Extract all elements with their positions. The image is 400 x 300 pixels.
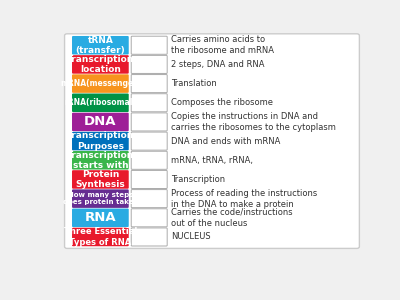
Text: Transcription
location: Transcription location <box>67 55 134 74</box>
Text: Transcription
Purposes: Transcription Purposes <box>67 131 134 151</box>
Text: mRNA, tRNA, rRNA,: mRNA, tRNA, rRNA, <box>171 156 253 165</box>
FancyBboxPatch shape <box>131 56 167 74</box>
FancyBboxPatch shape <box>72 170 129 189</box>
Text: DNA: DNA <box>84 116 117 128</box>
FancyBboxPatch shape <box>64 34 359 248</box>
FancyBboxPatch shape <box>72 74 129 93</box>
FancyBboxPatch shape <box>131 132 167 150</box>
FancyBboxPatch shape <box>72 36 129 55</box>
FancyBboxPatch shape <box>72 189 129 208</box>
FancyBboxPatch shape <box>131 209 167 227</box>
Text: How many steps
does protein take?: How many steps does protein take? <box>63 192 138 205</box>
FancyBboxPatch shape <box>131 151 167 169</box>
Text: rRNA(ribosomal): rRNA(ribosomal) <box>64 98 136 107</box>
Text: DNA and ends with mRNA: DNA and ends with mRNA <box>171 136 280 146</box>
Text: Transcription
starts with: Transcription starts with <box>67 151 134 170</box>
FancyBboxPatch shape <box>72 208 129 227</box>
FancyBboxPatch shape <box>131 75 167 93</box>
Text: NUCLEUS: NUCLEUS <box>171 232 210 242</box>
FancyBboxPatch shape <box>72 228 129 246</box>
Text: Composes the ribosome: Composes the ribosome <box>171 98 273 107</box>
FancyBboxPatch shape <box>131 190 167 208</box>
FancyBboxPatch shape <box>131 36 167 54</box>
FancyBboxPatch shape <box>131 228 167 246</box>
Text: Protein
Synthesis: Protein Synthesis <box>76 170 125 189</box>
Text: Process of reading the instructions
in the DNA to make a protein: Process of reading the instructions in t… <box>171 189 317 209</box>
Text: 2 steps, DNA and RNA: 2 steps, DNA and RNA <box>171 60 264 69</box>
Text: RNA: RNA <box>84 211 116 224</box>
Text: mRNA(messenger): mRNA(messenger) <box>60 79 141 88</box>
FancyBboxPatch shape <box>72 55 129 74</box>
FancyBboxPatch shape <box>72 132 129 150</box>
Text: Three Essential
Types of RNA: Three Essential Types of RNA <box>64 227 137 247</box>
Text: Translation: Translation <box>171 79 217 88</box>
Text: Transcription: Transcription <box>171 175 225 184</box>
FancyBboxPatch shape <box>72 151 129 170</box>
FancyBboxPatch shape <box>131 170 167 188</box>
Text: tRNA
(transfer): tRNA (transfer) <box>76 35 125 55</box>
FancyBboxPatch shape <box>72 113 129 131</box>
FancyBboxPatch shape <box>131 94 167 112</box>
Text: Copies the instructions in DNA and
carries the ribosomes to the cytoplasm: Copies the instructions in DNA and carri… <box>171 112 336 132</box>
FancyBboxPatch shape <box>72 94 129 112</box>
Text: Carries the code/instructions
out of the nucleus: Carries the code/instructions out of the… <box>171 208 292 228</box>
Text: Carries amino acids to
the ribosome and mRNA: Carries amino acids to the ribosome and … <box>171 35 274 55</box>
FancyBboxPatch shape <box>131 113 167 131</box>
